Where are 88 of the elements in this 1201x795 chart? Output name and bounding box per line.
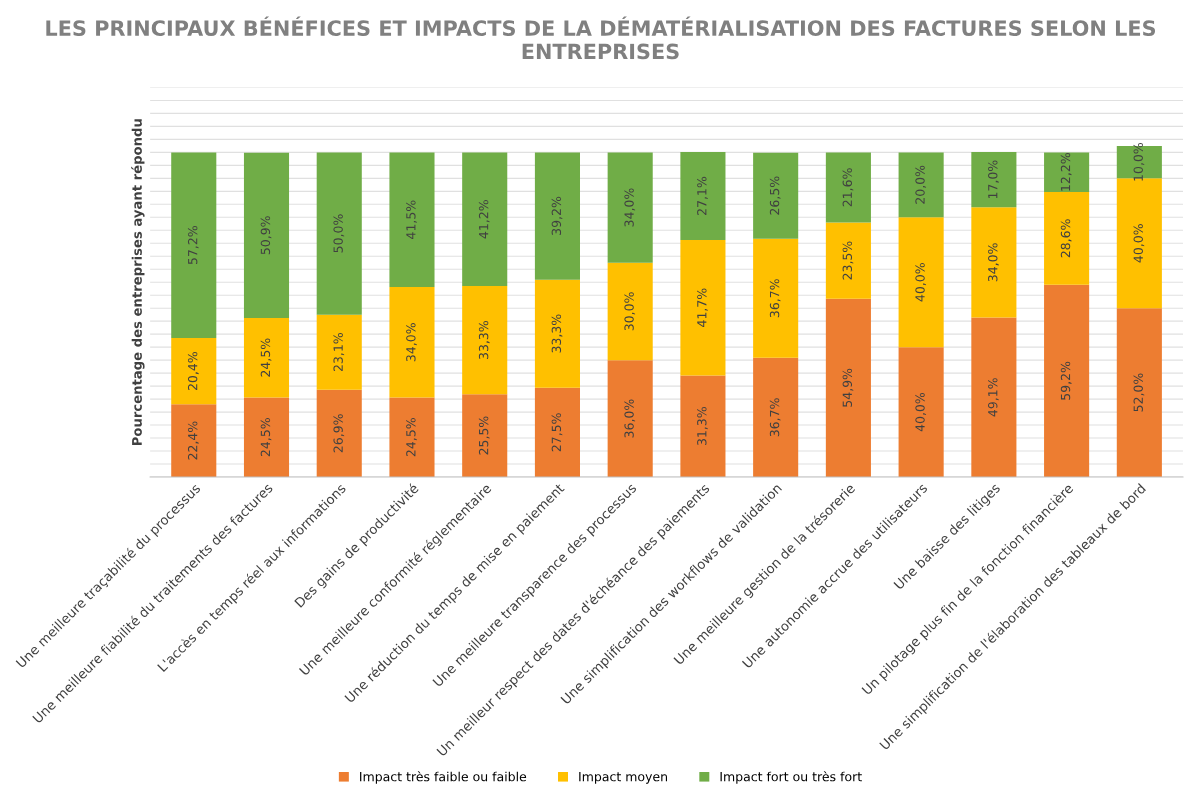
bar (680, 375, 726, 477)
bar (243, 397, 290, 477)
bar (316, 314, 362, 390)
y-axis-title: Pourcentage des entreprises ayant répondu (131, 119, 145, 446)
bar (680, 152, 726, 241)
data-label: 25,5% (478, 416, 490, 455)
bar (316, 152, 362, 315)
data-label: 28,6% (1060, 219, 1072, 258)
bar (1044, 152, 1090, 192)
bar (971, 317, 1017, 477)
data-label: 36,0% (624, 399, 636, 438)
bar (753, 357, 799, 477)
data-label: 20,0% (915, 165, 927, 204)
data-label: 36,7% (769, 398, 781, 437)
bar (534, 152, 580, 280)
bar (971, 152, 1017, 208)
chart-title: LES PRINCIPAUX BÉNÉFICES ET IMPACTS DE LA DÉMATÉRIALISATION DES FACTURES SELON LES ENTREPRISES (46, 16, 1156, 60)
data-label: 27,1% (697, 176, 708, 215)
data-label: 50,9% (260, 216, 272, 255)
bar (1044, 191, 1090, 285)
bar (825, 298, 871, 477)
bar (534, 387, 580, 477)
legend-label: Impact très faible ou faible (360, 771, 527, 784)
bar (680, 240, 726, 376)
bar (898, 217, 944, 348)
data-label: 41,7% (697, 288, 708, 327)
bar (753, 238, 799, 358)
data-label: 22,4% (187, 421, 199, 460)
data-label: 36,7% (769, 279, 781, 318)
bar (462, 394, 508, 477)
data-label: 26,9% (333, 414, 345, 453)
data-label: 59,2% (1060, 361, 1072, 400)
bar (1116, 308, 1162, 477)
bar (243, 152, 290, 318)
data-label: 49,1% (988, 378, 999, 417)
data-label: 21,6% (842, 168, 854, 207)
bar (243, 317, 290, 398)
bar (171, 404, 217, 477)
bar (316, 389, 362, 477)
data-label: 41,5% (406, 200, 417, 239)
data-label: 40,0% (1133, 224, 1145, 263)
data-label: 27,5% (551, 413, 563, 452)
legend-label: Impact fort ou très fort (720, 771, 862, 784)
data-label: 40,0% (915, 263, 927, 302)
bar (607, 360, 653, 477)
data-label: 33,3% (551, 314, 563, 353)
bar (607, 262, 653, 361)
data-label: 34,0% (988, 243, 999, 282)
bar (171, 152, 217, 339)
bar (825, 152, 871, 223)
bar (898, 152, 944, 218)
data-label: 24,5% (260, 338, 272, 377)
data-label: 30,0% (624, 292, 636, 331)
bar (825, 222, 871, 299)
data-label: 54,9% (842, 368, 854, 407)
bar (462, 286, 508, 395)
data-label: 26,5% (769, 176, 781, 215)
bar (171, 338, 217, 405)
bar (607, 152, 653, 263)
bar (389, 152, 435, 288)
data-label: 23,5% (842, 241, 854, 280)
data-label: 24,5% (260, 418, 272, 457)
bar (389, 397, 435, 477)
data-label: 20,4% (187, 352, 199, 391)
data-label: 31,3% (697, 407, 708, 446)
bar (389, 287, 435, 398)
data-label: 41,2% (478, 200, 490, 239)
bar (462, 152, 508, 287)
bar (534, 279, 580, 388)
data-label: 23,1% (333, 333, 345, 372)
data-label: 34,0% (406, 323, 417, 362)
data-label: 39,2% (551, 196, 563, 235)
data-label: 33,3% (478, 321, 490, 360)
bar (1116, 145, 1162, 179)
data-label: 40,0% (915, 392, 927, 432)
bar (898, 347, 944, 477)
bar (971, 207, 1017, 318)
data-label: 57,2% (187, 226, 199, 265)
legend-label: Impact moyen (579, 772, 667, 784)
data-label: 50,0% (333, 214, 345, 253)
data-label: 52,0% (1133, 373, 1145, 412)
data-label: 24,5% (406, 418, 417, 457)
data-label: 17,0% (988, 160, 999, 199)
data-label: 12,2% (1060, 153, 1072, 191)
data-label: 34,0% (624, 188, 636, 227)
data-label: 10,0% (1133, 142, 1145, 181)
bar (753, 152, 799, 239)
bar (1044, 284, 1090, 477)
